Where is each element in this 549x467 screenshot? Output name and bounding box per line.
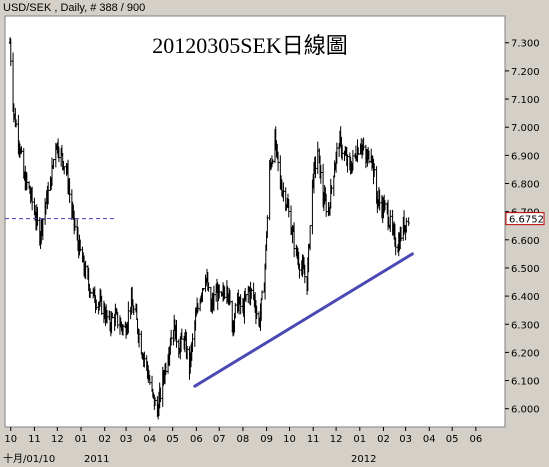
y-tick-label: 6.300 [511,320,540,331]
x-tick-label: 07 [213,434,226,445]
y-tick-label: 6.200 [511,348,540,359]
chart-title: 20120305SEK日線圖 [152,33,348,58]
x-tick-label: 12 [51,434,64,445]
x-tick-label: 03 [120,434,133,445]
y-tick-label: 7.000 [511,123,540,134]
x-tick-label: 06 [469,434,482,445]
y-tick-label: 7.300 [511,39,540,50]
x-tick-label: 01 [75,434,88,445]
x-tick-label: 11 [307,434,320,445]
x-tick-label: 05 [446,434,459,445]
x-tick-label: 04 [143,434,156,445]
x-tick-label: 02 [98,434,111,445]
y-tick-label: 6.800 [511,179,540,190]
y-tick-label: 6.000 [511,405,540,416]
start-date-label: 十月/01/10 [3,452,55,465]
price-tag: 6.6752 [505,212,545,226]
x-tick-label: 02 [377,434,390,445]
x-tick-label: 01 [353,434,366,445]
x-tick-label: 11 [28,434,41,445]
x-tick-label: 10 [4,434,17,445]
x-tick-label: 06 [190,434,203,445]
year-2012-label: 2012 [351,454,376,465]
price-tag-box [505,212,545,226]
x-axis: 10 11 12 01 02 03 04 05 06 07 08 09 10 11 12 01 02 03 04 05… [4,427,482,445]
x-tick-label: 10 [283,434,296,445]
plot-area [4,15,506,428]
y-tick-label: 6.500 [511,264,540,275]
symbol-info: USD/SEK , Daily, # 388 / 900 [3,2,145,14]
y-tick-label: 6.400 [511,292,540,303]
x-tick-label: 09 [260,434,273,445]
y-tick-label: 7.100 [511,95,540,106]
y-tick-label: 6.900 [511,151,540,162]
x-tick-label: 03 [399,434,412,445]
year-2011-label: 2011 [84,454,109,465]
trendline [193,252,414,388]
x-tick-label: 08 [237,434,250,445]
x-tick-label: 05 [166,434,179,445]
y-tick-label: 6.100 [511,377,540,388]
trendline-layer [5,218,414,388]
y-tick-label: 7.200 [511,67,540,78]
x-tick-label: 04 [423,434,436,445]
x-tick-label: 12 [330,434,343,445]
y-tick-label: 6.600 [511,236,540,247]
price-tag-value: 6.6752 [509,215,544,226]
price-bars [8,37,410,420]
